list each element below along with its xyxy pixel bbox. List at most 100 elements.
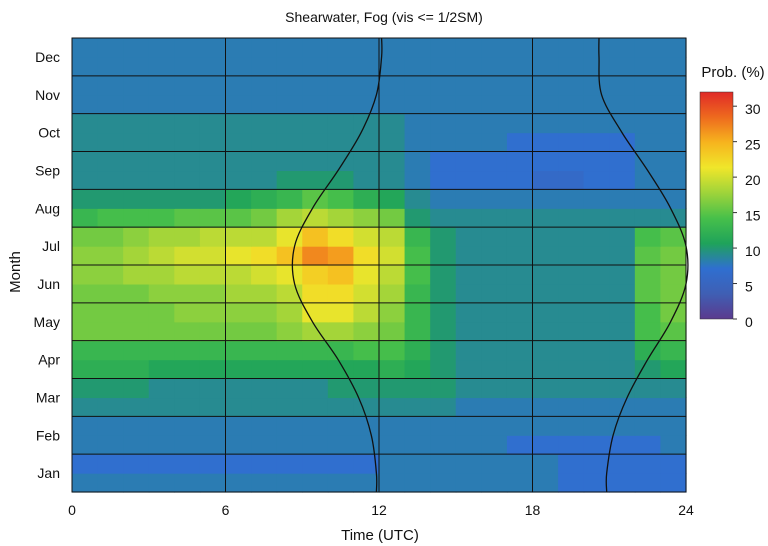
heatmap-cell (532, 435, 559, 455)
heatmap-cell (660, 283, 687, 304)
heatmap-cell (455, 265, 482, 285)
heatmap-cell (174, 378, 201, 399)
heatmap-cell (123, 302, 150, 323)
heatmap-cell (225, 151, 252, 172)
heatmap-cell (302, 151, 329, 172)
heatmap-cell (302, 170, 329, 190)
heatmap-cell (225, 340, 252, 361)
heatmap-cell (404, 227, 431, 247)
heatmap-cell (174, 435, 201, 455)
heatmap-cell (532, 454, 559, 474)
heatmap-cell (532, 378, 559, 399)
heatmap-cell (583, 132, 610, 153)
heatmap-cell (251, 38, 278, 58)
heatmap-cell (353, 94, 380, 115)
heatmap-cell (634, 302, 662, 323)
heatmap-cell (583, 56, 610, 77)
heatmap-cell (97, 113, 124, 134)
heatmap-cell (72, 38, 99, 58)
heatmap-cell (532, 113, 559, 134)
heatmap-cell (72, 397, 99, 417)
heatmap-cell (174, 38, 201, 58)
heatmap-cell (506, 378, 534, 399)
heatmap-cell (97, 321, 124, 342)
heatmap-cell (634, 94, 662, 115)
heatmap-cell (609, 454, 636, 474)
heatmap-cell (174, 56, 201, 77)
heatmap-cell (353, 359, 380, 380)
heatmap-cell (583, 265, 610, 285)
heatmap-cell (379, 38, 406, 58)
x-axis-label: Time (UTC) (341, 527, 419, 544)
heatmap-cell (72, 151, 99, 172)
heatmap-cell (353, 265, 380, 285)
heatmap-cell (532, 208, 559, 228)
heatmap-cell (225, 94, 252, 115)
heatmap-cell (379, 283, 406, 304)
heatmap-cell (225, 302, 252, 323)
heatmap-cell (199, 75, 227, 96)
heatmap-cell (123, 473, 150, 493)
heatmap-cell (251, 359, 278, 380)
chart-title: Shearwater, Fog (vis <= 1/2SM) (285, 9, 483, 25)
heatmap-cell (123, 435, 150, 455)
heatmap-cell (148, 397, 175, 417)
heatmap-cell (558, 246, 585, 266)
heatmap-cell (97, 227, 124, 247)
heatmap-cell (72, 359, 99, 380)
month-tick-label: Feb (36, 427, 60, 443)
heatmap-cell (404, 38, 431, 58)
heatmap-cell (532, 132, 559, 153)
heatmap-cell (123, 246, 150, 266)
heatmap-cell (353, 170, 380, 190)
heatmap-cell (353, 302, 380, 323)
heatmap-cell (660, 75, 687, 96)
heatmap-cell (123, 283, 150, 304)
heatmap-cell (634, 454, 662, 474)
heatmap-cell (199, 435, 227, 455)
heatmap-cell (276, 416, 303, 436)
hour-tick-label: 12 (371, 502, 387, 518)
heatmap-cell (583, 397, 610, 417)
heatmap-cell (558, 132, 585, 153)
heatmap-cell (327, 75, 355, 96)
heatmap-cell (609, 227, 636, 247)
heatmap-cell (148, 208, 175, 228)
heatmap-cell (558, 151, 585, 172)
heatmap-cell (609, 246, 636, 266)
heatmap-cell (660, 151, 687, 172)
heatmap-cell (660, 94, 687, 115)
heatmap-cell (660, 132, 687, 153)
heatmap-cell (609, 416, 636, 436)
heatmap-cell (353, 38, 380, 58)
heatmap-cell (327, 38, 355, 58)
colorbar-label: Prob. (%) (701, 64, 764, 81)
heatmap-cell (506, 283, 534, 304)
heatmap-cell (276, 38, 303, 58)
heatmap-cell (583, 435, 610, 455)
heatmap-cell (430, 473, 457, 493)
heatmap-cell (97, 473, 124, 493)
heatmap-cell (430, 397, 457, 417)
heatmap-cell (327, 454, 355, 474)
heatmap-cell (199, 56, 227, 77)
heatmap-cell (660, 473, 687, 493)
heatmap-cell (609, 340, 636, 361)
heatmap-cell (455, 359, 482, 380)
heatmap-cell (199, 265, 227, 285)
heatmap-cell (379, 340, 406, 361)
heatmap-cell (276, 170, 303, 190)
heatmap-cell (123, 151, 150, 172)
heatmap-cell (174, 189, 201, 209)
heatmap-cell (251, 189, 278, 209)
heatmap-cell (225, 397, 252, 417)
heatmap-cell (199, 227, 227, 247)
heatmap-cell (97, 151, 124, 172)
heatmap-cell (148, 56, 175, 77)
heatmap-cell (583, 359, 610, 380)
heatmap-cell (506, 265, 534, 285)
heatmap-cell (634, 283, 662, 304)
heatmap-cell (404, 454, 431, 474)
heatmap-cell (276, 208, 303, 228)
heatmap-cell (660, 56, 687, 77)
